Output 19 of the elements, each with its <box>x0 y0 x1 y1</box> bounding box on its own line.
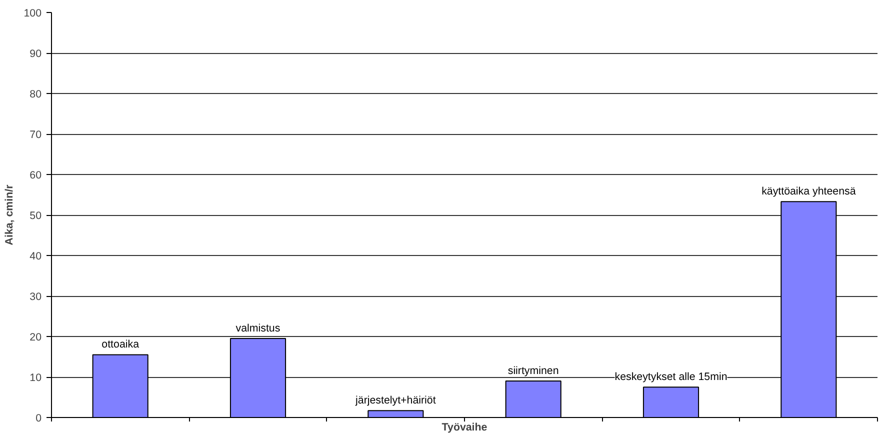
y-tick-label: 60 <box>30 170 42 182</box>
y-tick-label: 80 <box>30 88 42 100</box>
y-tick-label: 100 <box>24 8 42 20</box>
y-tick-label: 70 <box>30 129 42 141</box>
x-tick-label: järjestelyt+häiriöt <box>354 394 436 407</box>
x-tick-label: keskeytykset alle 15min <box>614 371 728 384</box>
x-tick-label: siirtyminen <box>508 365 559 378</box>
x-tick-label: käyttöaika yhteensä <box>762 186 856 198</box>
x-tick-label: ottoaika <box>102 338 140 351</box>
x-axis-title: Työvaihe <box>442 422 488 434</box>
x-tick-label: valmistus <box>236 322 280 335</box>
y-tick-label: 90 <box>30 48 42 60</box>
y-tick-label: 0 <box>36 412 42 424</box>
y-axis-title: Aika, cmin/r <box>4 184 16 246</box>
y-tick-label: 30 <box>30 291 42 303</box>
y-tick-label: 40 <box>30 250 42 262</box>
y-tick-label: 10 <box>30 372 42 384</box>
y-tick-label: 50 <box>30 210 42 222</box>
y-tick-label: 20 <box>30 332 42 344</box>
